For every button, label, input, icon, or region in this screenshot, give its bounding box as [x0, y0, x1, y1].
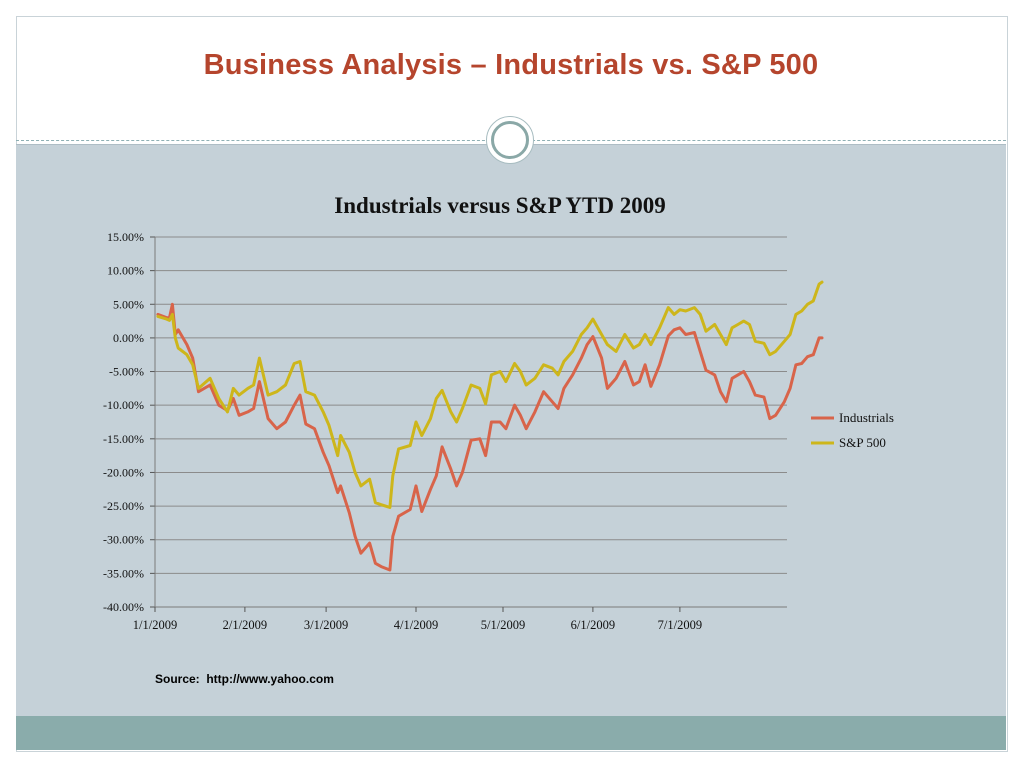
y-tick-label: -20.00%	[103, 465, 144, 479]
x-tick-label: 1/1/2009	[133, 618, 177, 632]
y-tick-label: -15.00%	[103, 432, 144, 446]
x-tick-label: 2/1/2009	[223, 618, 267, 632]
legend-label: Industrials	[839, 410, 894, 425]
y-tick-label: -30.00%	[103, 533, 144, 547]
source-note: Source: http://www.yahoo.com	[155, 672, 334, 686]
y-tick-label: -5.00%	[109, 365, 144, 379]
x-tick-label: 3/1/2009	[304, 618, 348, 632]
y-tick-label: -35.00%	[103, 566, 144, 580]
footer-band	[16, 716, 1006, 750]
content-panel	[16, 144, 1006, 717]
y-tick-label: -25.00%	[103, 499, 144, 513]
y-tick-label: 5.00%	[113, 297, 144, 311]
y-tick-label: 15.00%	[107, 230, 144, 244]
y-tick-label: 0.00%	[113, 331, 144, 345]
x-tick-label: 7/1/2009	[658, 618, 702, 632]
x-tick-label: 6/1/2009	[571, 618, 615, 632]
legend-label: S&P 500	[839, 435, 886, 450]
y-tick-label: 10.00%	[107, 264, 144, 278]
x-tick-label: 5/1/2009	[481, 618, 525, 632]
y-tick-label: -40.00%	[103, 600, 144, 614]
series-line-sp500	[156, 280, 824, 509]
circle-ornament-icon	[486, 116, 534, 164]
x-tick-label: 4/1/2009	[394, 618, 438, 632]
chart-title: Industrials versus S&P YTD 2009	[334, 193, 666, 218]
slide-title: Business Analysis – Industrials vs. S&P …	[203, 49, 819, 81]
circle-ornament-ring	[491, 121, 529, 159]
y-tick-label: -10.00%	[103, 398, 144, 412]
slide-content: Business Analysis – Industrials vs. S&P …	[16, 16, 1006, 750]
series-line-industrials	[156, 302, 824, 572]
